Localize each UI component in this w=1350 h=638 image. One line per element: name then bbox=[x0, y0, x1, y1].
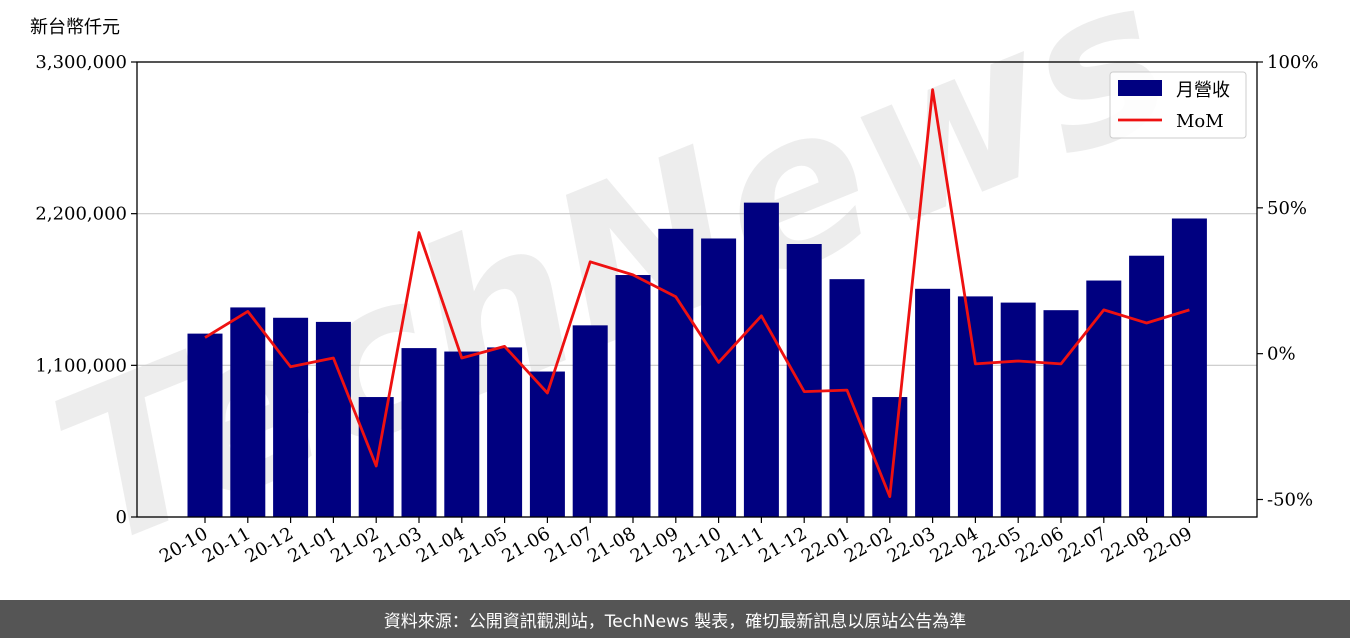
y-unit-label: 新台幣仟元 bbox=[30, 17, 120, 38]
bar-22-06 bbox=[1043, 310, 1079, 517]
bar-21-11 bbox=[743, 202, 779, 518]
x-tick-label-22-04: 22-04 bbox=[926, 523, 981, 567]
line-series bbox=[204, 88, 1190, 499]
y-right-tick-label-3: 100% bbox=[1267, 52, 1318, 73]
y-left-tick-label-0: 0 bbox=[116, 507, 127, 528]
y-right-tick-label-0: -50% bbox=[1267, 490, 1313, 511]
y-left-tick-label-3: 3,300,000 bbox=[35, 52, 127, 73]
x-tick-label-21-02: 21-02 bbox=[327, 523, 382, 567]
bar-series bbox=[187, 202, 1207, 518]
x-tick-label-22-07: 22-07 bbox=[1055, 523, 1110, 567]
bar-20-11 bbox=[230, 307, 266, 517]
bar-21-07 bbox=[572, 325, 608, 517]
bar-20-10 bbox=[187, 333, 223, 517]
y-left-tick-label-1: 1,100,000 bbox=[35, 355, 127, 376]
x-tick-label-21-11: 21-11 bbox=[712, 523, 767, 567]
bar-21-03 bbox=[401, 348, 437, 517]
x-tick-label-22-03: 22-03 bbox=[884, 523, 939, 567]
x-tick-label-21-03: 21-03 bbox=[370, 523, 425, 567]
y-right-tick-label-1: 0% bbox=[1267, 344, 1296, 365]
x-tick-label-21-04: 21-04 bbox=[413, 523, 468, 567]
bar-21-02 bbox=[358, 397, 394, 517]
x-tick-label-22-01: 22-01 bbox=[798, 523, 853, 567]
bar-22-05 bbox=[1000, 302, 1036, 517]
bar-22-09 bbox=[1171, 218, 1207, 517]
bar-20-12 bbox=[273, 317, 309, 517]
bar-21-09 bbox=[658, 228, 694, 518]
x-tick-label-22-02: 22-02 bbox=[841, 523, 896, 567]
legend-bar-label: 月營收 bbox=[1176, 80, 1230, 101]
x-tick-label-21-12: 21-12 bbox=[755, 523, 810, 567]
mom-line bbox=[204, 88, 1190, 499]
x-tick-label-21-10: 21-10 bbox=[670, 523, 725, 567]
bar-22-01 bbox=[829, 279, 865, 517]
footer-text: 資料來源：公開資訊觀測站，TechNews 製表，確切最新訊息以原站公告為準 bbox=[383, 611, 967, 632]
bar-22-07 bbox=[1086, 280, 1122, 517]
plot-frame bbox=[136, 61, 1258, 518]
x-tick-label-21-07: 21-07 bbox=[541, 523, 596, 567]
x-tick-label-21-05: 21-05 bbox=[456, 523, 511, 567]
revenue-chart: TechNews 0 1,100,000 2,200,000 3,300,000 -50… bbox=[25, 0, 1319, 595]
x-tick-label-22-06: 22-06 bbox=[1012, 523, 1067, 567]
x-tick-label-22-05: 22-05 bbox=[969, 523, 1024, 567]
bar-21-05 bbox=[487, 347, 523, 517]
bar-22-03 bbox=[915, 288, 951, 517]
x-tick-label-22-08: 22-08 bbox=[1098, 523, 1153, 567]
bar-22-04 bbox=[957, 296, 993, 517]
x-tick-label-21-06: 21-06 bbox=[498, 523, 553, 567]
legend-line-label: MoM bbox=[1176, 111, 1224, 132]
bar-21-06 bbox=[529, 371, 565, 517]
bar-21-10 bbox=[701, 238, 737, 517]
x-tick-label-21-08: 21-08 bbox=[584, 523, 639, 567]
bar-21-04 bbox=[444, 351, 480, 517]
source-footer: 資料來源：公開資訊觀測站，TechNews 製表，確切最新訊息以原站公告為準 bbox=[0, 600, 1350, 638]
bar-21-12 bbox=[786, 244, 822, 517]
chart-svg: TechNews 01,100,0002,200,0003,300,000-50… bbox=[25, 0, 1319, 595]
bar-21-08 bbox=[615, 275, 651, 517]
legend: 月營收 MoM bbox=[1109, 71, 1247, 139]
legend-bar-swatch bbox=[1118, 80, 1162, 96]
y-right-tick-label-2: 50% bbox=[1267, 198, 1307, 219]
x-tick-label-21-01: 21-01 bbox=[284, 523, 339, 567]
bar-21-01 bbox=[315, 321, 351, 517]
y-left-tick-label-2: 2,200,000 bbox=[35, 204, 127, 225]
x-tick-label-21-09: 21-09 bbox=[627, 523, 682, 567]
bar-22-02 bbox=[872, 397, 908, 517]
x-tick-label-22-09: 22-09 bbox=[1140, 523, 1195, 567]
bar-22-08 bbox=[1129, 255, 1165, 517]
